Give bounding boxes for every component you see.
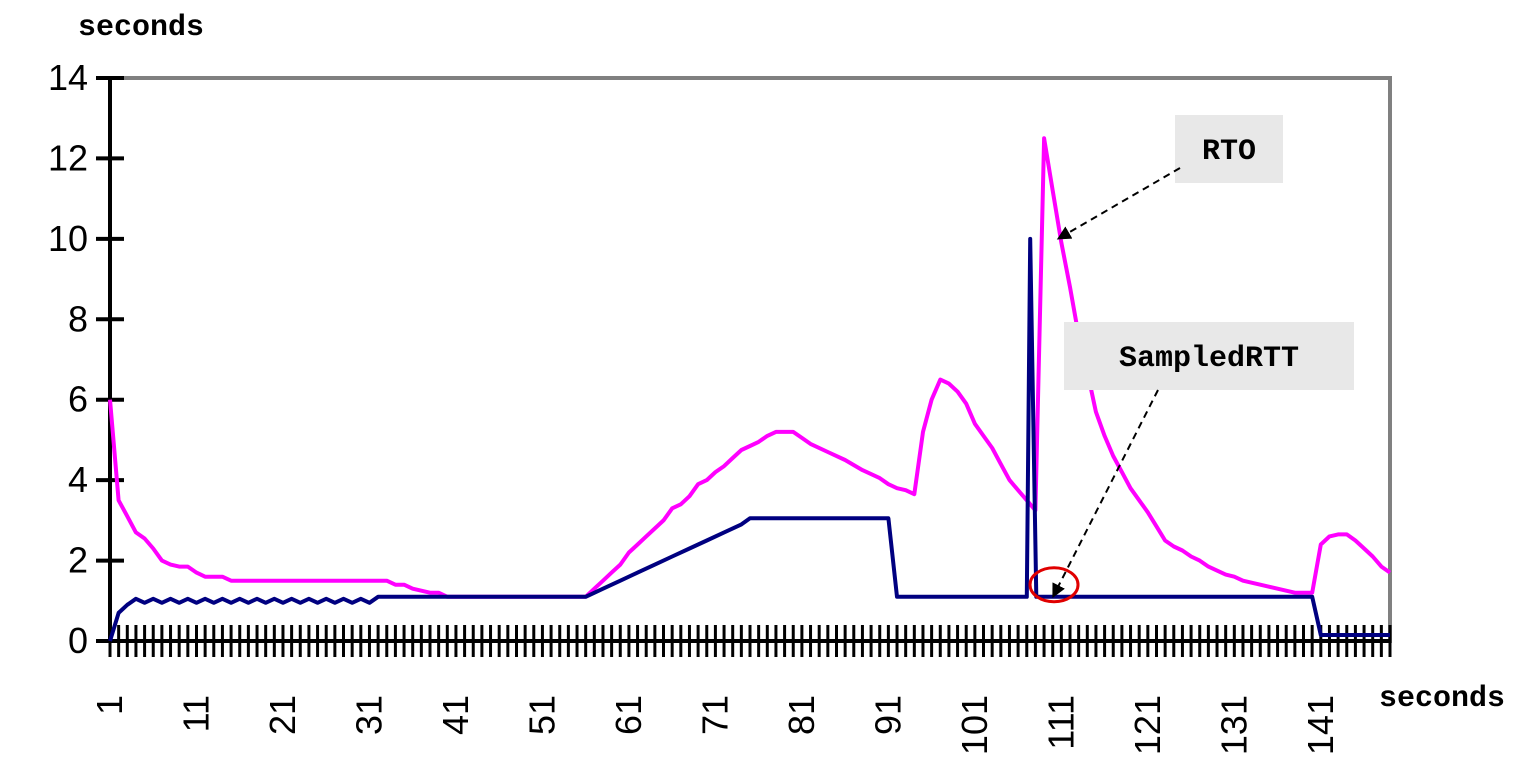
x-tick-label: 21 [262, 695, 303, 735]
y-tick-label: 4 [68, 459, 88, 500]
y-tick-label: 0 [68, 620, 88, 661]
annotation-box [1064, 322, 1354, 390]
x-tick-label: 111 [1040, 695, 1081, 750]
x-tick-label: 141 [1300, 695, 1341, 755]
x-tick-label: 11 [175, 695, 216, 732]
highlight-circle [1028, 566, 1080, 604]
x-tick-label: 131 [1213, 695, 1254, 755]
x-tick-label: 81 [781, 695, 822, 735]
y-tick-label: 10 [48, 218, 88, 259]
series-line-sampledrtt [108, 236, 1390, 642]
y-tick-label: 6 [68, 379, 88, 420]
annotation-arrow [1052, 389, 1159, 598]
y-axis-unit-label: seconds [78, 11, 204, 45]
x-tick-label: 71 [694, 695, 735, 735]
x-tick-label: 31 [348, 695, 389, 735]
y-tick-label: 14 [48, 57, 88, 98]
x-tick-label: 41 [435, 695, 476, 735]
x-tick-label: 101 [954, 695, 995, 755]
x-tick-label: 91 [867, 695, 908, 735]
x-tick-label: 51 [521, 695, 562, 735]
y-tick-label: 12 [48, 137, 88, 178]
x-tick-label: 121 [1127, 695, 1168, 755]
x-axis-unit-label: seconds [1379, 682, 1505, 716]
annotation-arrow [1056, 167, 1181, 240]
x-tick-label: 61 [608, 695, 649, 735]
y-tick-label: 2 [68, 540, 88, 581]
annotation-label: SampledRTT [1119, 342, 1299, 376]
y-tick-label: 8 [68, 298, 88, 339]
series-line-rto [108, 136, 1392, 599]
annotation-box [1175, 115, 1283, 183]
annotation-label: RTO [1202, 135, 1256, 169]
x-tick-label: 1 [89, 695, 130, 715]
